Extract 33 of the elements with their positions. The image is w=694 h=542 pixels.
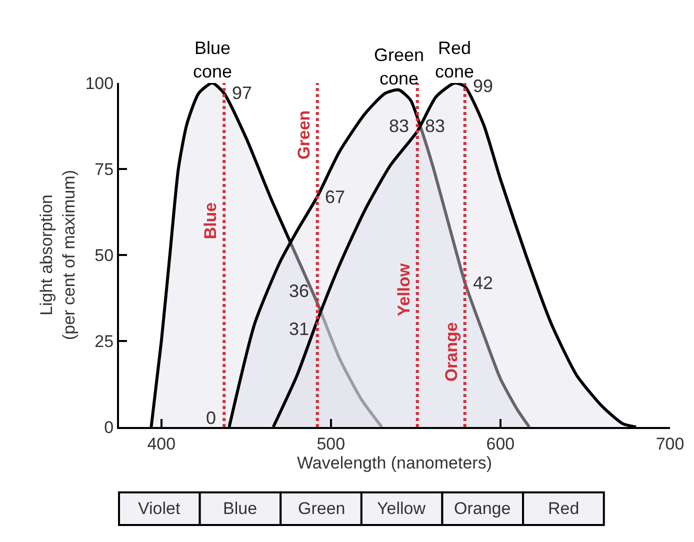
y-axis-title: Light absorption (per cent of maximum) xyxy=(37,170,78,340)
ref-line-label: Orange xyxy=(442,322,462,382)
text: Blue xyxy=(223,499,258,518)
text: Orange xyxy=(454,499,511,518)
annotation: 83 xyxy=(389,116,410,136)
annotation: 42 xyxy=(473,273,494,293)
x-axis-title: Wavelength (nanometers) xyxy=(297,453,492,472)
x-tick-label: 400 xyxy=(147,434,176,454)
ref-line-label: Yellow xyxy=(394,262,414,316)
annotation: 36 xyxy=(289,281,310,301)
series-label: Green cone xyxy=(374,45,424,88)
y-tick-label: 0 xyxy=(104,418,114,437)
series-label: Red cone xyxy=(435,38,474,82)
annotation: 83 xyxy=(425,116,446,136)
x-tick-label: 600 xyxy=(486,434,515,454)
annotation: 67 xyxy=(325,187,346,207)
text: Yellow xyxy=(377,499,426,518)
series-label: Blue cone xyxy=(193,38,232,82)
y-tick-label: 75 xyxy=(94,160,114,179)
annotation: 97 xyxy=(232,83,252,103)
text: Red xyxy=(548,499,580,518)
x-tick-label: 700 xyxy=(656,434,684,454)
y-tick-label: 50 xyxy=(94,246,114,265)
annotation: 31 xyxy=(289,319,310,339)
ref-line-label: Green xyxy=(294,110,314,160)
annotation: 99 xyxy=(473,76,494,96)
ref-line-label: Blue xyxy=(201,202,220,240)
y-tick-label: 25 xyxy=(94,332,114,351)
x-tick-label: 500 xyxy=(316,434,346,454)
text: Green xyxy=(298,499,346,518)
text: Violet xyxy=(138,499,180,518)
annotation: 0 xyxy=(206,408,216,428)
y-tick-label: 100 xyxy=(85,74,114,93)
